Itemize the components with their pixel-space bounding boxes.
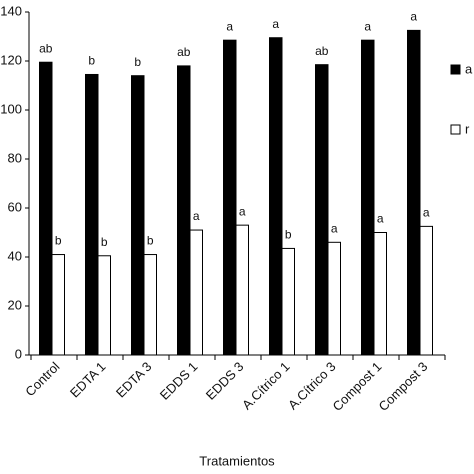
bar-annotation: a — [410, 10, 417, 24]
bar-annotation: a — [272, 17, 279, 31]
bar-annotation: a — [193, 209, 200, 223]
bar — [419, 225, 433, 356]
bar — [189, 229, 203, 356]
bar-annotation: b — [147, 234, 154, 248]
bar — [281, 247, 295, 356]
bar — [315, 64, 329, 356]
bar-annotation: b — [88, 54, 95, 68]
bar — [327, 241, 341, 356]
bar — [361, 39, 375, 356]
x-tick-label: EDDS 3 — [203, 359, 247, 403]
bar-annotation: a — [239, 204, 246, 218]
bar-annotation: ab — [177, 45, 191, 59]
bar — [235, 224, 249, 356]
x-tick-label: A.Cítrico 1 — [239, 359, 293, 413]
bar-annotation: a — [226, 19, 233, 33]
y-tick-label: 0 — [15, 346, 22, 361]
bar-annotation: ab — [39, 41, 53, 55]
bar-annotation: a — [377, 212, 384, 226]
bar — [51, 254, 65, 356]
bar — [269, 37, 283, 356]
x-tick-label: EDTA 3 — [113, 359, 155, 401]
legend-swatch — [450, 124, 461, 135]
bar — [39, 61, 53, 356]
bar-annotation: b — [101, 235, 108, 249]
bar-annotation: ab — [315, 44, 329, 58]
y-tick-label: 120 — [0, 52, 22, 67]
y-tick-label: 140 — [0, 3, 22, 18]
x-axis-title: Tratamientos — [199, 453, 275, 468]
bar-annotation: b — [285, 228, 292, 242]
x-tick-label: Compost 3 — [375, 359, 430, 414]
x-tick-label: Control — [22, 359, 62, 399]
bar-annotation: a — [423, 206, 430, 220]
bar — [131, 75, 145, 356]
bar-annotation: a — [331, 221, 338, 235]
bar — [85, 73, 99, 356]
bar — [223, 39, 237, 356]
bar — [143, 254, 157, 356]
bar — [407, 29, 421, 356]
bar — [177, 65, 191, 356]
x-tick-label: Compost 1 — [329, 359, 384, 414]
legend-label: a — [465, 61, 473, 76]
y-tick-label: 20 — [8, 297, 22, 312]
x-tick-label: EDDS 1 — [157, 359, 201, 403]
bar-annotation: b — [134, 55, 141, 69]
bar-annotation: b — [55, 234, 62, 248]
y-tick-label: 100 — [0, 101, 22, 116]
legend-swatch — [450, 64, 461, 75]
y-tick-label: 40 — [8, 248, 22, 263]
bar — [373, 232, 387, 356]
y-tick-label: 60 — [8, 199, 22, 214]
legend-label: r — [465, 121, 470, 136]
bar — [97, 255, 111, 356]
bar-annotation: a — [364, 19, 371, 33]
y-tick-label: 80 — [8, 150, 22, 165]
x-tick-label: EDTA 1 — [67, 359, 109, 401]
